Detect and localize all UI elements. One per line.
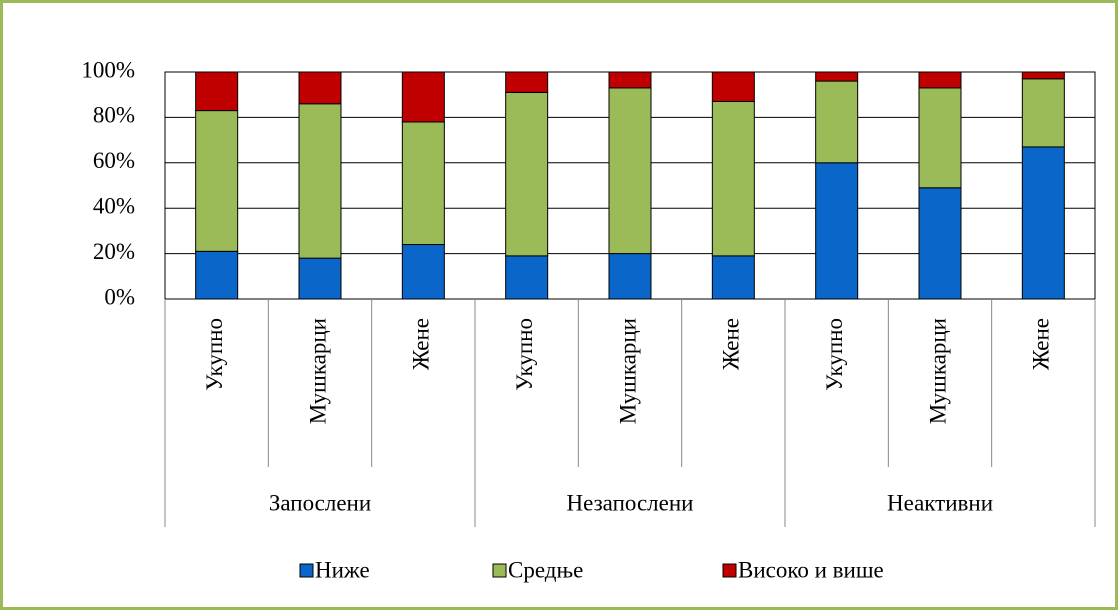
legend-label: Високо и више (738, 557, 884, 582)
bar-segment (608, 71, 652, 89)
x-tick-label: Жене (409, 318, 434, 370)
group-label: Запослени (269, 490, 371, 515)
bar-segment (505, 91, 549, 257)
bar-segment (815, 71, 859, 82)
bar-segment (298, 257, 342, 300)
group-label: Неактивни (887, 490, 993, 515)
bar-segment (918, 71, 962, 89)
bar-segment (195, 71, 239, 112)
bar-segment (298, 103, 342, 259)
x-tick-label: Мушкарци (305, 318, 330, 424)
legend-label: Ниже (315, 557, 370, 582)
y-tick-label: 0% (104, 284, 135, 309)
bar-segment (918, 87, 962, 189)
bar-segment (1021, 71, 1065, 80)
x-tick-label: Жене (1029, 318, 1054, 370)
bar-segment (608, 87, 652, 255)
legend-label: Средње (508, 557, 583, 582)
bar-segment (1021, 146, 1065, 300)
x-tick-label: Укупно (822, 318, 847, 391)
legend-swatch (722, 563, 737, 578)
bar-segment (711, 71, 755, 103)
bar-segment (815, 162, 859, 300)
legend-swatch (492, 563, 507, 578)
x-tick-label: Укупно (202, 318, 227, 391)
legend-swatch (299, 563, 314, 578)
y-tick-label: 100% (81, 57, 135, 82)
bar-segment (815, 80, 859, 164)
x-tick-label: Мушкарци (615, 318, 640, 424)
bar-segment (918, 187, 962, 300)
bar-segment (195, 110, 239, 252)
bar-segment (711, 255, 755, 300)
y-tick-label: 20% (93, 239, 135, 264)
bar-segment (401, 121, 445, 246)
group-label: Незапослени (567, 490, 694, 515)
x-tick-label: Мушкарци (925, 318, 950, 424)
bar-segment (711, 101, 755, 257)
x-tick-label: Жене (719, 318, 744, 370)
y-tick-label: 40% (93, 193, 135, 218)
bar-segment (505, 255, 549, 300)
bar-segment (401, 71, 445, 123)
x-tick-label: Укупно (512, 318, 537, 391)
bar-segment (298, 71, 342, 105)
bar-segment (195, 250, 239, 300)
bar-segment (505, 71, 549, 93)
bar-segment (401, 244, 445, 300)
y-tick-label: 80% (93, 103, 135, 128)
bar-segment (608, 253, 652, 300)
y-tick-label: 60% (93, 148, 135, 173)
bar-segment (1021, 78, 1065, 148)
